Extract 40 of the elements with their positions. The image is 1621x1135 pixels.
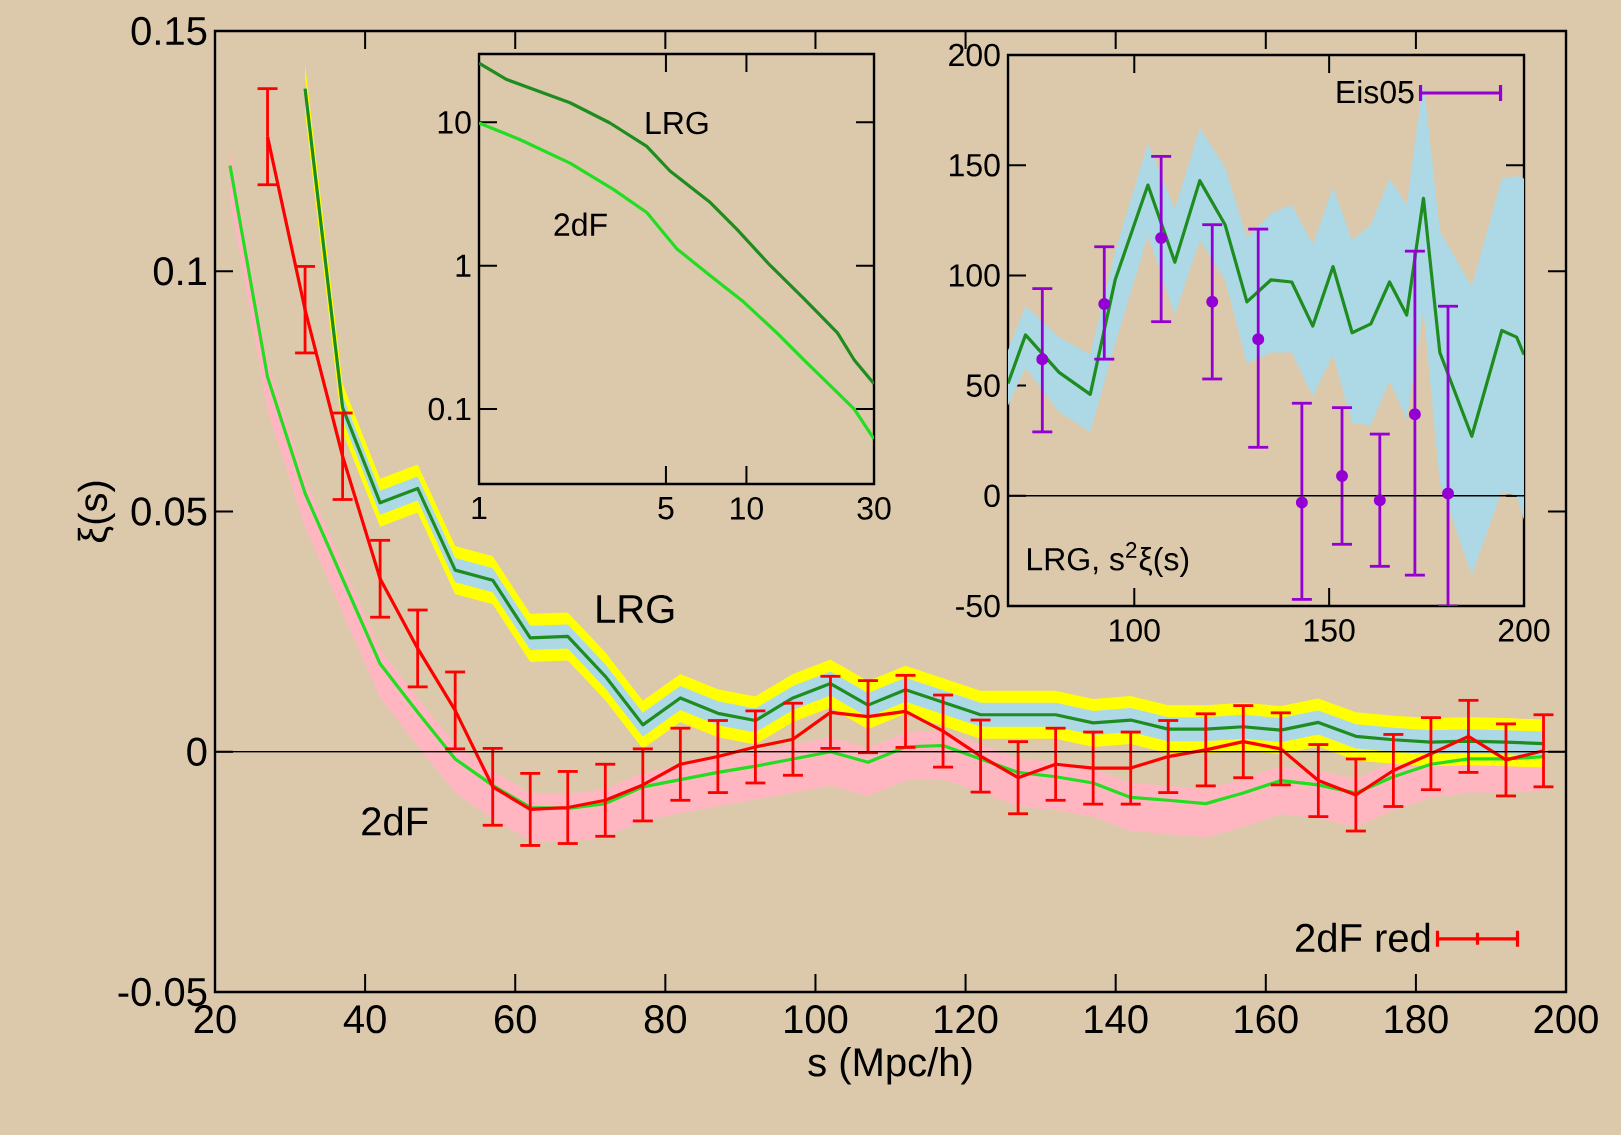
- x-tick-label: 80: [644, 1005, 687, 1034]
- x-tick-label: 120: [935, 1005, 998, 1034]
- annotation: LRG: [597, 594, 674, 624]
- y-tick-label: 0.15: [131, 16, 207, 46]
- x-tick-label: 10: [731, 497, 763, 520]
- y-tick-label: -50: [956, 594, 1000, 618]
- y-tick-label: 0.1: [428, 397, 471, 421]
- y-tick-label: -0.05: [118, 977, 207, 1007]
- x-tick-label: 200: [1534, 1005, 1598, 1034]
- x-axis-title: s (Mpc/h): [808, 1047, 972, 1085]
- annotation: LRG: [646, 111, 708, 135]
- x-tick-label: 60: [495, 1005, 536, 1034]
- y-tick-label: 150: [950, 153, 1000, 177]
- annotation: 2dF: [362, 806, 428, 836]
- y-tick-label: 1: [456, 254, 471, 277]
- x-tick-label: 100: [1110, 619, 1160, 642]
- y-tick-label: 0.05: [131, 497, 207, 526]
- y-tick-label: 0: [984, 484, 1000, 508]
- y-tick-label: 0: [187, 737, 207, 766]
- legend-label: Eis05: [1337, 79, 1414, 104]
- x-tick-label: 160: [1235, 1005, 1298, 1034]
- x-tick-label: 40: [343, 1005, 386, 1034]
- y-tick-label: 0.1: [153, 257, 206, 286]
- x-tick-label: 140: [1085, 1005, 1148, 1034]
- y-axis-title: ξ(s): [77, 481, 116, 543]
- x-tick-label: 5: [658, 497, 674, 520]
- y-tick-label: 100: [950, 264, 1000, 287]
- y-tick-label: 200: [949, 43, 1000, 67]
- x-tick-label: 180: [1385, 1005, 1448, 1034]
- legend-label: 2dF red: [1296, 922, 1430, 953]
- x-tick-label: 20: [194, 1005, 236, 1034]
- x-tick-label: 1: [472, 497, 487, 520]
- x-tick-label: 200: [1498, 619, 1550, 642]
- annotation: 2dF: [554, 212, 607, 237]
- x-tick-label: 100: [785, 1005, 848, 1034]
- annotation: LRG, s$^{2}$ξ(s): [1028, 542, 1189, 577]
- y-tick-label: 50: [966, 374, 1000, 397]
- y-tick-label: 10: [438, 111, 471, 134]
- x-tick-label: 30: [857, 497, 891, 520]
- x-tick-label: 150: [1304, 619, 1355, 642]
